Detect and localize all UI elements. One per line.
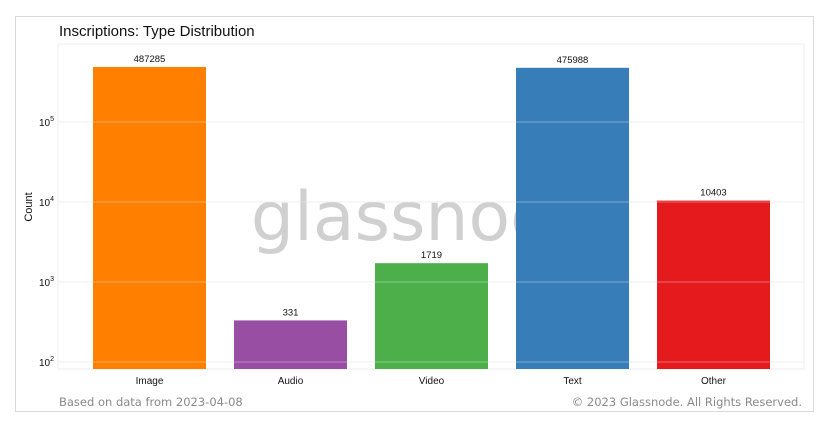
y-tick-label: 102	[39, 356, 54, 369]
y-tick-label: 105	[39, 116, 54, 129]
data-label: 1719	[421, 250, 442, 261]
x-tick-label: Video	[419, 376, 445, 387]
footer-data-date: Based on data from 2023-04-08	[59, 395, 243, 409]
chart-title: Inscriptions: Type Distribution	[59, 23, 255, 40]
x-tick-label: Image	[136, 376, 164, 387]
bar-video	[375, 263, 488, 369]
data-label: 475988	[557, 55, 589, 66]
y-tick-label: 104	[39, 196, 54, 209]
x-tick-label: Audio	[278, 376, 304, 387]
bar-text	[516, 67, 629, 369]
x-tick-label: Text	[563, 376, 582, 387]
y-tick-label: 103	[39, 276, 54, 289]
bar-other	[657, 200, 770, 369]
y-axis-label: Count	[23, 192, 35, 221]
data-label: 487285	[134, 54, 166, 65]
footer-copyright: © 2023 Glassnode. All Rights Reserved.	[571, 395, 802, 409]
data-label: 331	[283, 307, 299, 318]
x-tick-label: Other	[701, 376, 727, 387]
bar-image	[93, 66, 206, 369]
data-label: 10403	[700, 188, 726, 199]
bar-audio	[234, 320, 347, 369]
